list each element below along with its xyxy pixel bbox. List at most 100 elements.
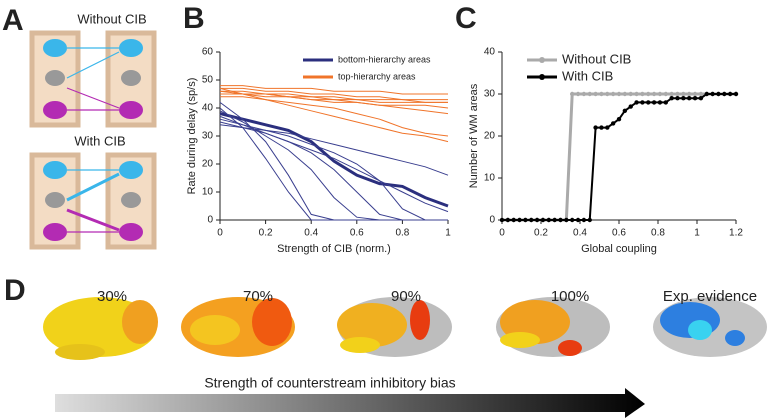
point <box>564 217 569 223</box>
series-line <box>502 93 736 221</box>
panel-letter: D <box>4 274 26 307</box>
x-tick-label: 1.2 <box>729 228 743 239</box>
point <box>523 217 528 223</box>
point <box>529 217 534 223</box>
x-axis-label: Strength of CIB (norm.) <box>277 243 391 255</box>
legend-label: bottom-hierarchy areas <box>338 54 431 64</box>
x-tick-label: 0.8 <box>395 228 409 239</box>
point <box>704 91 709 97</box>
point <box>681 91 686 97</box>
x-tick-label: 0.6 <box>350 228 364 239</box>
point <box>727 91 733 97</box>
x-axis-label: Global coupling <box>581 243 657 255</box>
series-line <box>219 115 449 213</box>
point <box>534 217 540 223</box>
x-tick-label: 0.2 <box>534 228 548 239</box>
point <box>628 91 633 97</box>
y-axis-label: Number of WM areas <box>468 83 480 188</box>
gradient-arrow <box>55 388 645 418</box>
point <box>663 91 668 97</box>
point <box>634 91 639 97</box>
series-line <box>220 85 448 95</box>
point <box>640 91 645 97</box>
x-tick-label: 0.2 <box>259 228 273 239</box>
point <box>593 125 598 130</box>
point <box>552 217 557 223</box>
point <box>540 217 546 223</box>
legend-marker <box>539 74 545 80</box>
point <box>646 91 651 97</box>
brain-label: 90% <box>391 288 421 305</box>
point <box>675 91 680 97</box>
point <box>646 100 651 105</box>
y-tick-label: 0 <box>207 215 213 226</box>
point <box>710 91 715 97</box>
point <box>628 104 633 109</box>
series-line <box>219 87 449 143</box>
y-tick-label: 40 <box>202 103 214 114</box>
brain-label: Exp. evidence <box>663 288 757 305</box>
x-tick-label: 0.4 <box>573 228 587 239</box>
y-tick-label: 30 <box>202 131 214 142</box>
panel-label: Without CIB <box>77 11 146 26</box>
series-line <box>219 118 448 221</box>
x-tick-label: 0.6 <box>612 228 626 239</box>
x-tick-label: 1 <box>694 228 700 239</box>
series-line <box>219 124 449 176</box>
point <box>558 217 563 223</box>
point <box>675 96 680 101</box>
panel-letter: A <box>2 4 24 37</box>
series-line <box>220 93 449 109</box>
point <box>517 217 522 223</box>
brain-label: 100% <box>551 288 589 305</box>
y-tick-label: 30 <box>484 89 496 100</box>
point <box>499 217 505 223</box>
panel-letter: B <box>183 2 205 35</box>
panel-letter: C <box>455 2 477 35</box>
point <box>587 217 592 223</box>
point <box>722 91 727 97</box>
point <box>610 91 616 97</box>
legend-label: With CIB <box>562 68 613 83</box>
point <box>575 91 581 97</box>
point <box>575 217 581 223</box>
point <box>581 217 587 223</box>
y-tick-label: 20 <box>484 131 496 142</box>
point <box>692 91 698 97</box>
point <box>733 91 739 97</box>
point <box>657 91 663 97</box>
point <box>698 96 704 101</box>
series-line <box>219 112 449 208</box>
x-tick-label: 0.8 <box>651 228 665 239</box>
x-tick-label: 0.4 <box>304 228 318 239</box>
point <box>546 217 551 223</box>
point <box>669 96 674 101</box>
point <box>651 100 657 105</box>
series-line <box>219 110 448 221</box>
point <box>687 96 692 101</box>
point <box>605 125 610 130</box>
point <box>657 100 663 105</box>
point <box>681 96 686 101</box>
brain-maps <box>43 297 767 360</box>
brain-label: 30% <box>97 288 127 305</box>
series-line <box>219 121 448 221</box>
point <box>616 117 622 122</box>
series-line <box>502 92 736 222</box>
point <box>716 91 721 97</box>
point <box>698 91 704 97</box>
point <box>651 91 657 97</box>
series-line <box>220 96 449 137</box>
y-tick-label: 60 <box>202 47 214 58</box>
point <box>581 91 587 97</box>
x-tick-label: 0 <box>499 228 505 239</box>
point <box>669 91 674 97</box>
point <box>599 125 604 130</box>
brain-label: 70% <box>243 288 273 305</box>
arrow-label: Strength of counterstream inhibitory bia… <box>204 375 455 391</box>
point <box>599 91 604 97</box>
circuit-diagram <box>29 30 157 250</box>
point <box>511 217 516 223</box>
y-tick-label: 10 <box>202 187 214 198</box>
